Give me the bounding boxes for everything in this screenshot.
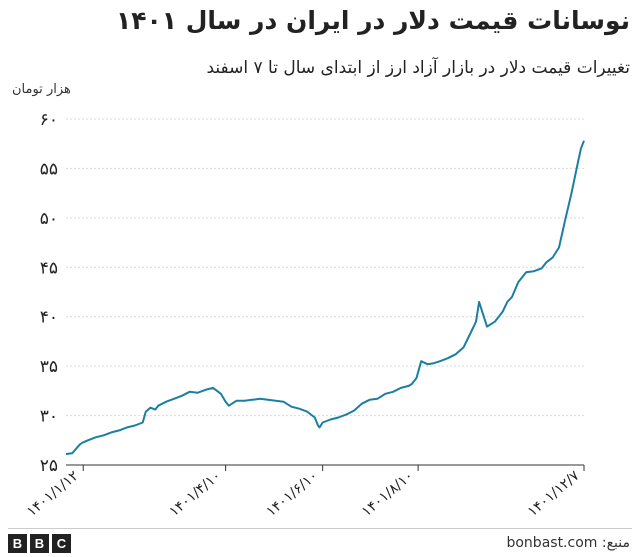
x-axis: ۱۴۰۱/۱/۱۲ ۱۴۰۱/۴/۱۰ ۱۴۰۱/۶/۱۰ ۱۴۰۱/۸/۱۰ ۱۴۰۱…	[24, 464, 585, 520]
bbc-logo-letter: C	[52, 534, 71, 553]
x-tick-label: ۱۴۰۱/۱۲/۷	[525, 468, 583, 520]
chart-subtitle: تغییرات قیمت دلار در بازار آزاد ارز از ا…	[206, 58, 630, 78]
y-tick-label: ۶۰	[40, 110, 58, 130]
x-tick-label: ۱۴۰۱/۶/۱۰	[263, 468, 321, 520]
x-tick-label: ۱۴۰۱/۸/۱۰	[359, 468, 417, 520]
source-credit: منبع: bonbast.com	[506, 535, 630, 551]
y-axis-ticks: ۲۵ ۳۰ ۳۵ ۴۰ ۴۵ ۵۰ ۵۵ ۶۰	[40, 110, 58, 476]
series-line	[65, 140, 585, 456]
y-tick-label: ۳۵	[40, 357, 58, 377]
y-tick-label: ۵۰	[40, 209, 58, 229]
bbc-logo-letter: B	[30, 534, 49, 553]
chart-title: نوسانات قیمت دلار در ایران در سال ۱۴۰۱	[115, 6, 630, 35]
series-lines	[65, 140, 585, 456]
y-tick-label: ۴۵	[40, 258, 58, 278]
bbc-logo: B B C	[8, 534, 71, 553]
y-axis-unit-label: هزار تومان	[12, 82, 71, 97]
x-tick-label: ۱۴۰۱/۴/۱۰	[166, 468, 224, 520]
y-tick-label: ۲۵	[40, 456, 58, 476]
y-tick-label: ۴۰	[40, 308, 58, 328]
y-tick-label: ۳۰	[40, 407, 58, 427]
bbc-logo-letter: B	[8, 534, 27, 553]
gridlines	[66, 118, 584, 417]
footer-divider	[8, 528, 632, 529]
y-tick-label: ۵۵	[40, 159, 58, 179]
